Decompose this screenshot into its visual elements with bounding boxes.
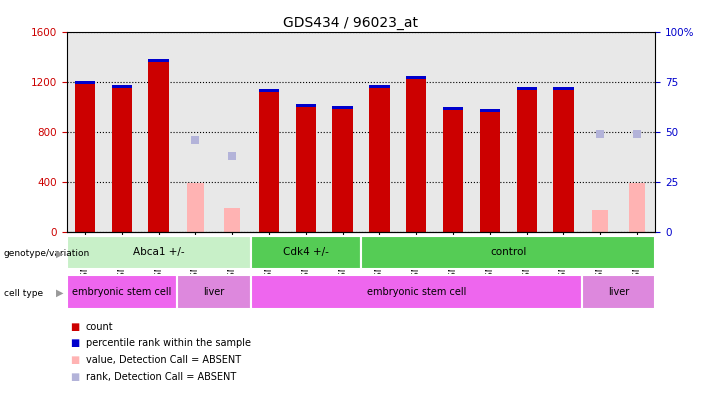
Bar: [361, 236, 655, 269]
Bar: [332, 109, 353, 232]
Text: genotype/variation: genotype/variation: [4, 249, 90, 258]
Bar: [251, 275, 582, 309]
Text: Abca1 +/-: Abca1 +/-: [132, 248, 184, 257]
Text: ■: ■: [70, 338, 79, 348]
Text: ▶: ▶: [56, 288, 63, 298]
Text: value, Detection Call = ABSENT: value, Detection Call = ABSENT: [86, 355, 240, 365]
Text: embryonic stem cell: embryonic stem cell: [367, 287, 466, 297]
Bar: [67, 236, 251, 269]
Text: ▶: ▶: [56, 248, 63, 259]
Bar: [177, 275, 251, 309]
Text: embryonic stem cell: embryonic stem cell: [72, 287, 172, 297]
Bar: [629, 183, 645, 232]
Text: percentile rank within the sample: percentile rank within the sample: [86, 338, 250, 348]
Bar: [259, 89, 279, 91]
Bar: [517, 90, 537, 232]
Bar: [251, 236, 361, 269]
Text: ■: ■: [70, 355, 79, 365]
Text: rank, Detection Call = ABSENT: rank, Detection Call = ABSENT: [86, 371, 236, 382]
Bar: [149, 62, 169, 232]
Bar: [517, 87, 537, 90]
Bar: [406, 79, 426, 232]
Text: liver: liver: [203, 287, 224, 297]
Bar: [369, 85, 390, 88]
Bar: [296, 107, 316, 232]
Bar: [592, 210, 608, 232]
Text: count: count: [86, 322, 113, 332]
Bar: [406, 76, 426, 79]
Bar: [259, 91, 279, 232]
Text: cell type: cell type: [4, 289, 43, 297]
Bar: [111, 85, 132, 88]
Bar: [111, 88, 132, 232]
Bar: [443, 107, 463, 110]
Text: ■: ■: [70, 322, 79, 332]
Bar: [296, 103, 316, 107]
Bar: [75, 84, 95, 232]
Bar: [479, 109, 500, 112]
Bar: [332, 106, 353, 109]
Bar: [553, 90, 573, 232]
Text: Cdk4 +/-: Cdk4 +/-: [283, 248, 329, 257]
Text: control: control: [490, 248, 526, 257]
Bar: [479, 112, 500, 232]
Bar: [149, 59, 169, 62]
Text: GDS434 / 96023_at: GDS434 / 96023_at: [283, 16, 418, 30]
Bar: [443, 110, 463, 232]
Bar: [553, 87, 573, 90]
Bar: [369, 88, 390, 232]
Bar: [75, 81, 95, 84]
Bar: [582, 275, 655, 309]
Text: liver: liver: [608, 287, 629, 297]
Bar: [187, 183, 203, 232]
Bar: [67, 275, 177, 309]
Bar: [224, 208, 240, 232]
Text: ■: ■: [70, 371, 79, 382]
